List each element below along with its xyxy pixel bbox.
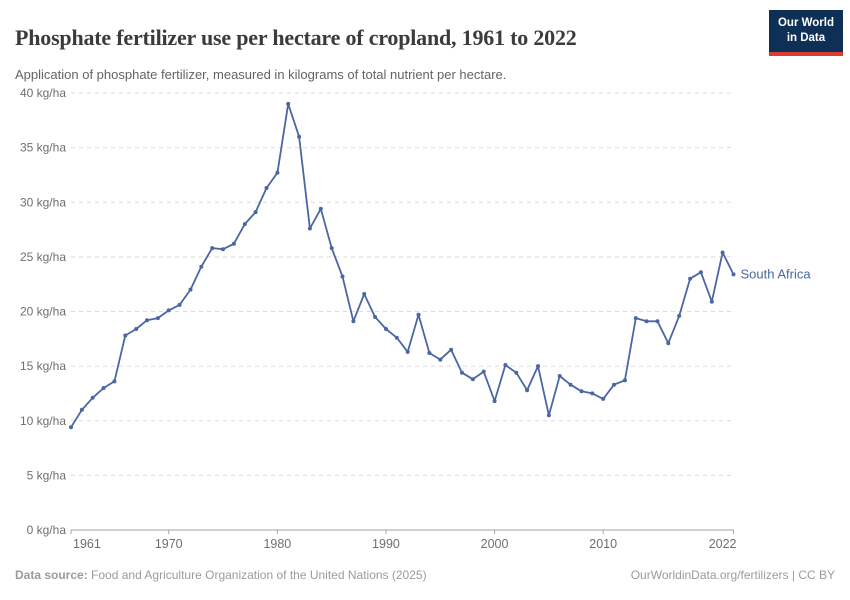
data-point — [329, 246, 334, 251]
page-title: Phosphate fertilizer use per hectare of … — [15, 24, 577, 50]
data-point — [460, 370, 464, 375]
data-point — [351, 319, 356, 324]
x-tick-label: 1970 — [155, 537, 183, 551]
data-point — [231, 241, 236, 246]
data-point — [666, 341, 671, 346]
data-point — [405, 349, 410, 354]
data-point — [557, 374, 562, 378]
data-point — [297, 134, 302, 139]
data-point — [514, 370, 519, 375]
data-point — [275, 170, 280, 175]
data-point — [362, 292, 367, 296]
data-point — [525, 388, 530, 393]
data-point — [470, 377, 475, 382]
data-source-text: Food and Agriculture Organization of the… — [87, 568, 427, 582]
data-point — [221, 247, 225, 252]
chart-footer: Data source: Food and Agriculture Organi… — [15, 568, 835, 582]
owid-logo: Our World in Data — [768, 10, 843, 56]
data-point — [134, 327, 139, 331]
y-tick-label: 25 kg/ha — [20, 250, 66, 264]
data-point-markers — [69, 101, 736, 430]
x-axis: 1961 1970 1980 1990 2000 2010 2022 — [70, 530, 737, 551]
y-tick-label: 30 kg/ha — [20, 195, 66, 209]
data-point — [449, 347, 454, 352]
x-tick-label: 1990 — [372, 537, 400, 551]
data-point — [307, 226, 312, 231]
data-point — [69, 425, 73, 430]
data-point — [318, 206, 323, 211]
credit-link: OurWorldinData.org/fertilizers | CC BY — [630, 568, 835, 582]
data-point — [286, 101, 291, 106]
data-point — [177, 302, 182, 307]
data-point — [622, 378, 627, 383]
data-point — [394, 335, 399, 340]
data-point — [677, 313, 682, 318]
data-point — [123, 333, 128, 338]
data-point — [155, 316, 160, 321]
data-point — [590, 391, 595, 396]
data-point — [373, 315, 378, 319]
owid-logo-line2: in Data — [786, 31, 826, 44]
data-point — [166, 308, 171, 313]
data-point — [384, 327, 388, 331]
data-point — [199, 264, 204, 269]
data-point — [79, 407, 84, 412]
y-tick-label: 10 kg/ha — [20, 414, 66, 428]
data-point — [340, 274, 345, 279]
data-point — [720, 250, 725, 255]
data-point — [253, 210, 258, 215]
data-point — [568, 382, 573, 387]
data-point — [90, 395, 95, 400]
data-source-label: Data source: — [15, 568, 88, 582]
data-source: Data source: Food and Agriculture Organi… — [15, 568, 427, 582]
data-point — [242, 222, 247, 227]
data-point — [427, 351, 432, 355]
data-point — [601, 396, 606, 401]
data-point — [546, 413, 551, 418]
data-point — [188, 287, 193, 292]
data-point — [145, 318, 149, 323]
y-tick-label: 5 kg/ha — [27, 468, 67, 482]
y-tick-label: 20 kg/ha — [20, 305, 66, 319]
x-tick-label: 1980 — [263, 537, 291, 551]
data-point — [644, 319, 649, 324]
data-point — [503, 363, 508, 367]
data-point — [633, 316, 638, 321]
x-tick-label: 2010 — [589, 537, 617, 551]
data-point — [492, 399, 497, 404]
data-point — [438, 357, 443, 362]
data-point — [112, 379, 117, 384]
data-point — [655, 319, 660, 324]
chart-subtitle: Application of phosphate fertilizer, mea… — [15, 67, 507, 82]
data-point — [264, 186, 269, 190]
owid-logo-line1: Our World — [777, 17, 834, 29]
data-point — [536, 364, 540, 369]
y-tick-label: 15 kg/ha — [20, 359, 66, 373]
data-point — [698, 270, 703, 275]
data-point — [709, 299, 714, 304]
data-point — [579, 389, 584, 394]
x-tick-label: 1961 — [73, 537, 101, 551]
series-line-south-africa — [70, 103, 735, 429]
x-tick-label: 2000 — [481, 537, 509, 551]
y-tick-label: 40 kg/ha — [20, 86, 66, 100]
data-point — [731, 272, 736, 277]
y-tick-label: 0 kg/ha — [27, 523, 67, 537]
y-axis: 0 kg/ha 5 kg/ha 10 kg/ha 15 kg/ha 20 kg/ha 25… — [20, 86, 734, 537]
data-point — [688, 276, 693, 281]
data-point — [612, 382, 616, 387]
data-point — [481, 369, 486, 374]
y-tick-label: 35 kg/ha — [20, 141, 66, 155]
data-point — [101, 386, 106, 390]
data-point — [416, 312, 421, 317]
entity-label: South Africa — [741, 266, 812, 281]
data-point — [210, 246, 215, 251]
x-tick-label: 2022 — [709, 537, 737, 551]
